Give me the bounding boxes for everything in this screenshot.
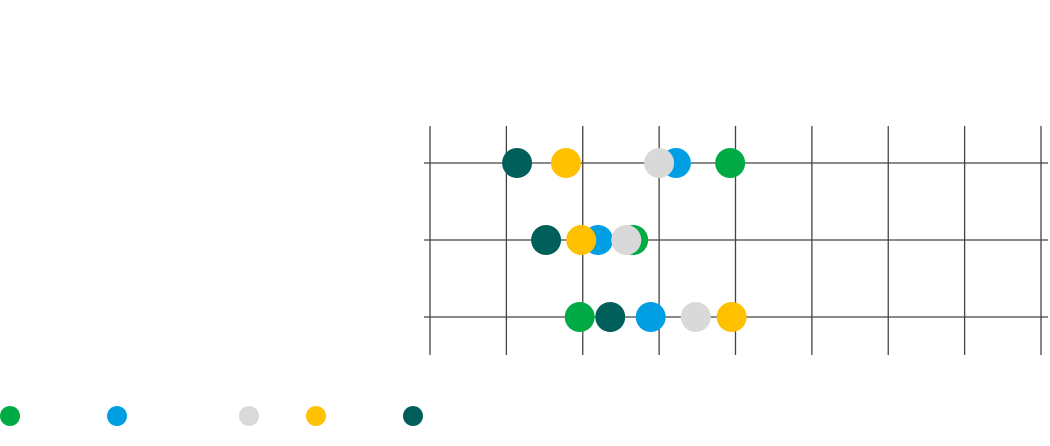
dot xyxy=(595,302,626,332)
dot xyxy=(502,148,533,178)
dot xyxy=(715,148,746,178)
dot xyxy=(566,225,597,255)
dot xyxy=(680,302,711,332)
dot xyxy=(564,302,595,332)
legend-marker xyxy=(107,406,127,426)
dot xyxy=(550,148,581,178)
dot xyxy=(716,302,747,332)
dot xyxy=(611,225,642,255)
legend-marker xyxy=(239,406,259,426)
dot xyxy=(644,148,675,178)
legend-marker xyxy=(0,406,20,426)
dot xyxy=(531,225,562,255)
dot xyxy=(635,302,666,332)
legend-marker xyxy=(403,406,423,426)
legend-marker xyxy=(306,406,326,426)
